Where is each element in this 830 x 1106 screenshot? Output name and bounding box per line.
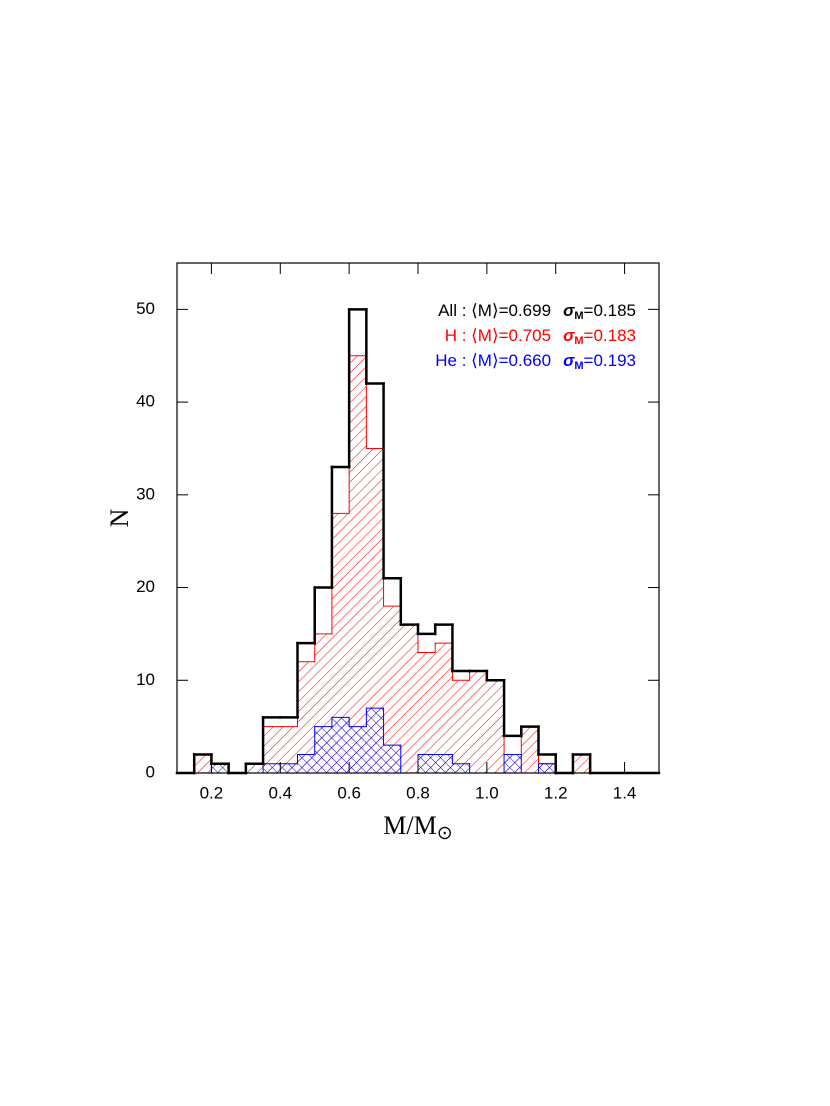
bar xyxy=(452,680,470,773)
bar xyxy=(297,754,315,773)
annotation-sigma-value: =0.193 xyxy=(584,351,636,370)
bar xyxy=(418,652,436,773)
bar xyxy=(383,606,401,773)
y-tick-label: 10 xyxy=(136,670,155,689)
x-label-main: M/M xyxy=(383,811,436,840)
bar xyxy=(280,763,298,773)
x-tick-label: 1.2 xyxy=(544,783,568,802)
x-label-sub: ⊙ xyxy=(437,823,453,844)
bar xyxy=(331,513,350,773)
annotation-sigma: σ xyxy=(563,326,575,345)
annotation: He : ⟨M⟩=0.660 σM=0.193 xyxy=(435,351,636,371)
annotation-sigma: σ xyxy=(563,351,575,370)
y-tick-label: 20 xyxy=(136,577,155,596)
bar xyxy=(297,661,315,773)
bar xyxy=(331,717,350,773)
x-tick-label: 1.0 xyxy=(475,783,499,802)
bar xyxy=(572,754,591,773)
bar xyxy=(245,763,264,773)
bar xyxy=(349,726,367,773)
annotation: All : ⟨M⟩=0.699 σM=0.185 xyxy=(438,301,636,321)
x-tick-label: 1.4 xyxy=(613,783,637,802)
annotation-sigma: σ xyxy=(563,301,575,320)
bar xyxy=(280,726,298,773)
bar xyxy=(469,671,487,773)
bar xyxy=(452,763,470,773)
x-tick-label: 0.8 xyxy=(406,783,430,802)
y-tick-label: 30 xyxy=(136,484,155,503)
bar xyxy=(435,754,453,773)
annotation-sigma-sub: M xyxy=(574,335,583,347)
bar xyxy=(504,754,522,773)
annotation: H : ⟨M⟩=0.705 σM=0.183 xyxy=(445,326,636,346)
bar xyxy=(366,448,384,773)
bar xyxy=(486,680,505,773)
bar xyxy=(383,745,401,773)
bar xyxy=(521,726,539,773)
x-axis-label: M/M⊙ xyxy=(383,811,452,844)
bar xyxy=(435,643,453,773)
bar xyxy=(211,763,229,773)
y-tick-label: 0 xyxy=(146,762,155,781)
bar xyxy=(263,726,281,773)
annotation-mean: He : ⟨M⟩=0.660 xyxy=(435,351,551,370)
bar xyxy=(314,726,332,773)
bar xyxy=(349,355,367,773)
x-tick-label: 0.6 xyxy=(337,783,361,802)
annotation-mean: All : ⟨M⟩=0.699 xyxy=(438,301,551,320)
y-tick-label: 50 xyxy=(136,299,155,318)
y-axis-label: N xyxy=(105,508,134,527)
annotation-sigma-value: =0.185 xyxy=(584,301,636,320)
bar xyxy=(400,624,418,773)
bar xyxy=(418,754,436,773)
annotation-sigma-sub: M xyxy=(574,360,583,372)
x-tick-label: 0.2 xyxy=(200,783,224,802)
bar xyxy=(366,708,384,773)
bar xyxy=(263,763,281,773)
annotation-sigma-value: =0.183 xyxy=(584,326,636,345)
bar xyxy=(194,754,212,773)
annotation-sigma-sub: M xyxy=(574,310,583,322)
bars xyxy=(194,355,591,773)
x-tick-label: 0.4 xyxy=(268,783,292,802)
bar xyxy=(538,763,556,773)
annotation-mean: H : ⟨M⟩=0.705 xyxy=(445,326,551,345)
y-tick-label: 40 xyxy=(136,392,155,411)
